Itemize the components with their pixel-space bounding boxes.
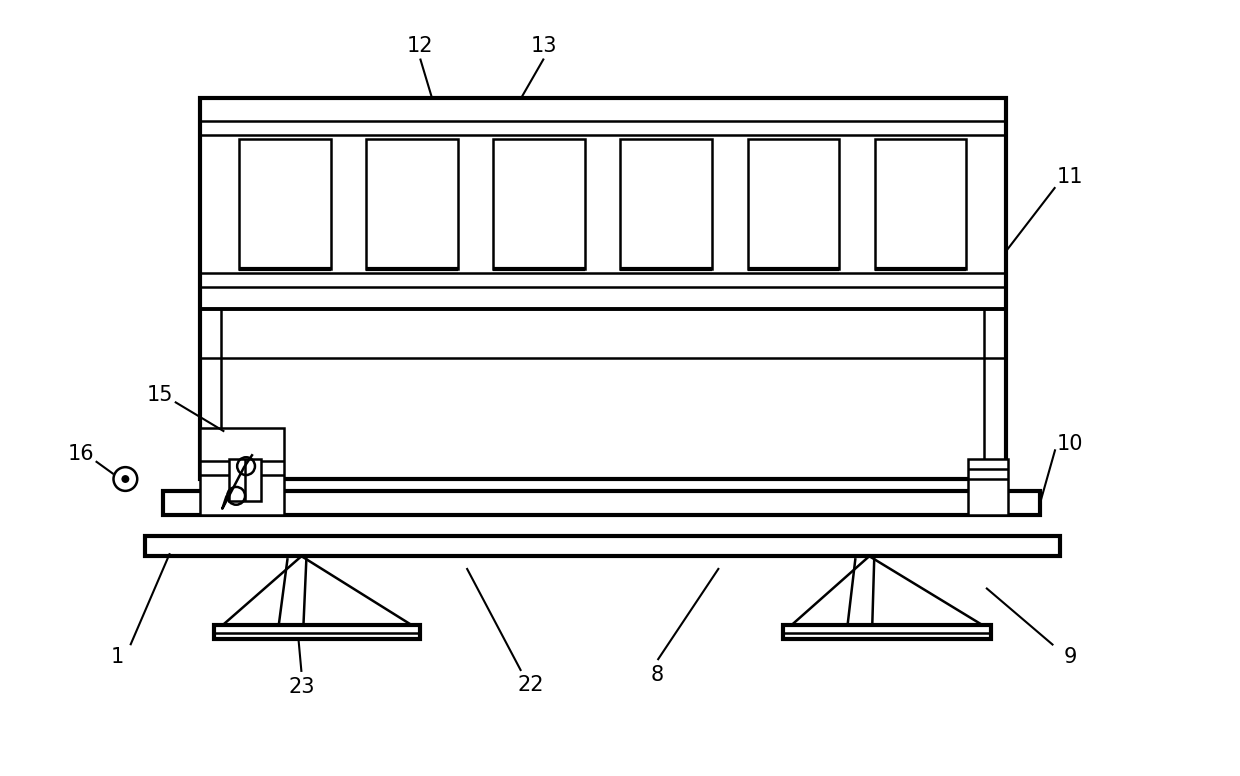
Text: 16: 16: [67, 445, 94, 464]
Bar: [145, 536, 1060, 556]
Bar: [162, 491, 1040, 514]
Bar: [494, 139, 585, 269]
Bar: [620, 139, 712, 269]
Bar: [215, 625, 420, 639]
Bar: [748, 139, 839, 269]
Bar: [784, 625, 991, 639]
Bar: [874, 139, 966, 269]
Bar: [968, 459, 1008, 514]
Bar: [229, 459, 260, 501]
Text: 22: 22: [518, 675, 544, 695]
Bar: [366, 139, 458, 269]
Text: 8: 8: [651, 665, 665, 685]
Circle shape: [122, 475, 129, 483]
Bar: [239, 139, 331, 269]
Bar: [200, 98, 1006, 479]
Text: 11: 11: [1056, 168, 1084, 187]
Text: 15: 15: [146, 385, 174, 405]
Text: 13: 13: [531, 36, 557, 56]
Text: 12: 12: [407, 36, 434, 56]
Text: 23: 23: [288, 677, 315, 697]
Text: 1: 1: [110, 647, 124, 667]
Bar: [200, 428, 284, 514]
Text: 9: 9: [1064, 647, 1076, 667]
Text: 10: 10: [1056, 435, 1084, 455]
